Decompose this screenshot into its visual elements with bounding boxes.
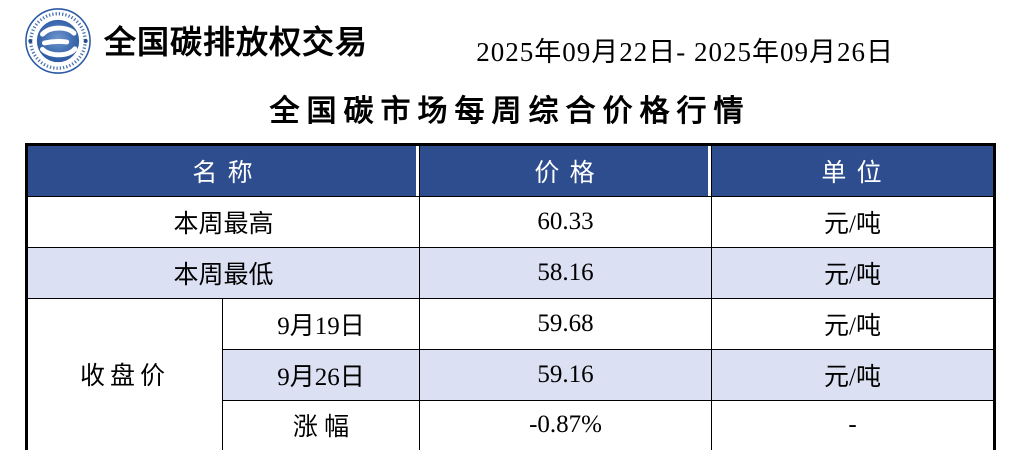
row-change: 涨 幅 -0.87% - bbox=[27, 400, 996, 450]
row-week-high: 本周最高 60.33 元/吨 bbox=[25, 196, 996, 248]
row-close-0919: 收盘价 9月19日 59.68 元/吨 bbox=[26, 298, 996, 450]
close-0919-price: 59.68 bbox=[419, 298, 713, 350]
close-0926-unit: 元/吨 bbox=[711, 349, 996, 401]
week-low-price: 58.16 bbox=[419, 247, 713, 299]
close-0919-label: 9月19日 bbox=[221, 298, 421, 350]
week-high-label: 本周最高 bbox=[25, 196, 421, 248]
row-close-0926: 9月26日 59.16 元/吨 bbox=[27, 349, 996, 401]
page-title: 全国碳市场每周综合价格行情 bbox=[269, 95, 751, 128]
date-range: 2025年09月22日- 2025年09月26日 bbox=[476, 37, 894, 67]
close-0926-price: 59.16 bbox=[419, 349, 713, 401]
change-value: -0.87% bbox=[419, 400, 713, 450]
closing-price-group-label: 收盘价 bbox=[26, 298, 223, 450]
week-low-label: 本周最低 bbox=[25, 247, 421, 299]
change-label: 涨 幅 bbox=[221, 400, 421, 450]
weekly-price-table: 名 称 价 格 单 位 本周最高 60.33 元/吨 本周最低 58.16 元/… bbox=[25, 143, 997, 450]
close-0919-unit: 元/吨 bbox=[711, 298, 996, 350]
table-header-row: 名 称 价 格 单 位 bbox=[25, 144, 996, 197]
week-low-unit: 元/吨 bbox=[711, 247, 996, 299]
column-header-unit: 单 位 bbox=[711, 144, 996, 197]
column-header-name: 名 称 bbox=[25, 144, 421, 197]
exchange-logo-icon bbox=[24, 7, 92, 75]
exchange-name: 全国碳排放权交易 bbox=[104, 24, 369, 60]
change-unit: - bbox=[711, 400, 996, 450]
week-high-price: 60.33 bbox=[419, 196, 713, 248]
top-bar: 全国碳排放权交易 2025年09月22日- 2025年09月26日 bbox=[0, 0, 1020, 80]
column-header-price: 价 格 bbox=[419, 144, 713, 197]
week-high-unit: 元/吨 bbox=[711, 196, 996, 248]
row-week-low: 本周最低 58.16 元/吨 bbox=[25, 247, 996, 299]
close-0926-label: 9月26日 bbox=[221, 349, 421, 401]
